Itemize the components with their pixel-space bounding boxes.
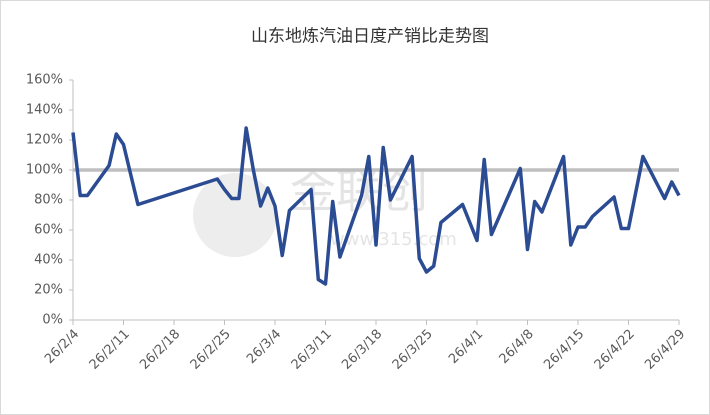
y-tick-label: 20% [34, 283, 63, 298]
y-tick-label: 0% [42, 313, 63, 328]
watermark-url: www.315.com [330, 229, 457, 250]
y-tick-label: 120% [26, 133, 63, 148]
y-tick-label: 40% [34, 253, 63, 268]
chart-title: 山东地炼汽油日度产销比走势图 [251, 27, 489, 47]
y-tick-label: 60% [34, 223, 63, 238]
series-line [71, 126, 681, 286]
y-tick-label: 140% [26, 103, 63, 118]
watermark-logo [193, 173, 277, 257]
y-tick-label: 100% [26, 163, 63, 178]
y-tick-label: 80% [34, 193, 63, 208]
watermark: 金联创 www.315.com [193, 165, 457, 257]
y-tick-label: 160% [26, 73, 63, 88]
